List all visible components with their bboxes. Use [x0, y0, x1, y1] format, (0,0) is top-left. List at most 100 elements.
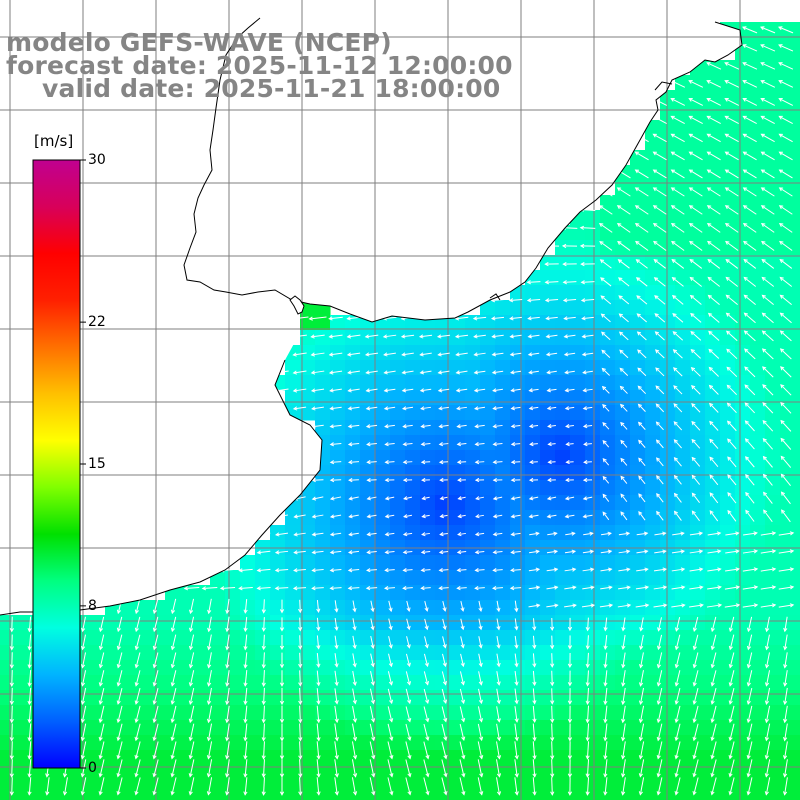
field-cell	[585, 495, 601, 511]
field-cell	[690, 465, 706, 481]
field-cell	[390, 570, 406, 586]
field-cell	[555, 615, 571, 631]
field-cell	[780, 750, 796, 766]
field-cell	[615, 675, 631, 691]
field-cell	[720, 465, 736, 481]
field-cell	[255, 675, 271, 691]
field-cell	[540, 510, 556, 526]
field-cell	[480, 435, 496, 451]
field-cell	[570, 285, 586, 301]
field-cell	[585, 225, 601, 241]
field-cell	[690, 750, 706, 766]
field-cell	[585, 375, 601, 391]
field-cell	[780, 285, 796, 301]
field-cell	[660, 210, 676, 226]
field-cell	[675, 180, 691, 196]
field-cell	[465, 405, 481, 421]
field-cell	[720, 225, 736, 241]
field-cell	[750, 780, 766, 796]
field-cell	[405, 330, 421, 346]
field-cell	[750, 465, 766, 481]
field-cell	[720, 495, 736, 511]
field-cell	[720, 675, 736, 691]
field-cell	[630, 795, 646, 800]
field-cell	[795, 300, 800, 316]
field-cell	[585, 435, 601, 451]
field-cell	[60, 780, 76, 796]
field-cell	[735, 435, 751, 451]
field-cell	[630, 525, 646, 541]
field-cell	[600, 780, 616, 796]
field-cell	[660, 105, 676, 121]
field-cell	[510, 555, 526, 571]
field-cell	[420, 630, 436, 646]
field-cell	[465, 750, 481, 766]
field-cell	[750, 225, 766, 241]
field-cell	[390, 795, 406, 800]
field-cell	[750, 720, 766, 736]
field-cell	[735, 735, 751, 751]
field-cell	[630, 465, 646, 481]
field-cell	[675, 375, 691, 391]
field-cell	[150, 795, 166, 800]
field-cell	[375, 615, 391, 631]
field-cell	[570, 435, 586, 451]
field-cell	[405, 390, 421, 406]
field-cell	[765, 525, 781, 541]
field-cell	[750, 705, 766, 721]
field-cell	[210, 630, 226, 646]
field-cell	[600, 645, 616, 661]
field-cell	[615, 495, 631, 511]
field-cell	[690, 405, 706, 421]
field-cell	[690, 690, 706, 706]
field-cell	[345, 690, 361, 706]
field-cell	[480, 660, 496, 676]
field-cell	[540, 600, 556, 616]
field-cell	[585, 240, 601, 256]
field-cell	[795, 435, 800, 451]
field-cell	[330, 705, 346, 721]
field-cell	[480, 795, 496, 800]
field-cell	[660, 510, 676, 526]
field-cell	[360, 525, 376, 541]
field-cell	[540, 690, 556, 706]
field-cell	[765, 150, 781, 166]
field-cell	[675, 645, 691, 661]
field-cell	[765, 330, 781, 346]
field-cell	[375, 795, 391, 800]
field-cell	[795, 330, 800, 346]
field-cell	[600, 615, 616, 631]
field-cell	[420, 375, 436, 391]
field-cell	[795, 105, 800, 121]
field-cell	[780, 690, 796, 706]
field-cell	[675, 270, 691, 286]
field-cell	[345, 330, 361, 346]
field-cell	[675, 450, 691, 466]
field-cell	[600, 195, 616, 211]
field-cell	[360, 375, 376, 391]
field-cell	[15, 660, 31, 676]
field-cell	[570, 450, 586, 466]
field-cell	[555, 660, 571, 676]
field-cell	[645, 495, 661, 511]
field-cell	[450, 570, 466, 586]
field-cell	[660, 660, 676, 676]
field-cell	[390, 390, 406, 406]
field-cell	[540, 555, 556, 571]
field-cell	[480, 390, 496, 406]
field-cell	[345, 795, 361, 800]
field-cell	[330, 375, 346, 391]
colorbar-tick-label: 30	[88, 152, 106, 168]
field-cell	[795, 585, 800, 601]
field-cell	[585, 210, 601, 226]
field-cell	[795, 480, 800, 496]
field-cell	[510, 660, 526, 676]
field-cell	[240, 645, 256, 661]
field-cell	[420, 480, 436, 496]
field-cell	[660, 720, 676, 736]
field-cell	[450, 510, 466, 526]
field-cell	[675, 360, 691, 376]
field-cell	[285, 375, 301, 391]
field-cell	[765, 210, 781, 226]
